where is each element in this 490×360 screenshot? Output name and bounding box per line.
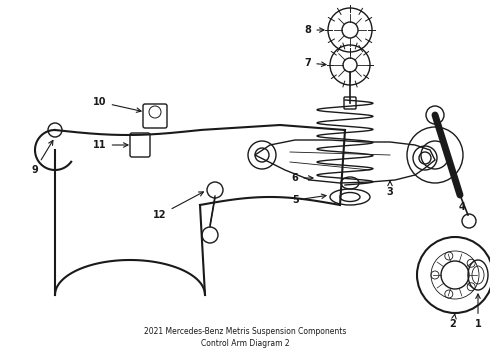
Text: 1: 1 bbox=[475, 294, 481, 329]
Text: 12: 12 bbox=[153, 192, 203, 220]
Text: 2021 Mercedes-Benz Metris Suspension Components
Control Arm Diagram 2: 2021 Mercedes-Benz Metris Suspension Com… bbox=[144, 327, 346, 348]
Text: 7: 7 bbox=[305, 58, 326, 68]
Text: 2: 2 bbox=[450, 314, 456, 329]
Text: 4: 4 bbox=[459, 202, 466, 212]
Text: 3: 3 bbox=[387, 181, 393, 197]
Text: 6: 6 bbox=[292, 173, 313, 183]
Text: 10: 10 bbox=[93, 97, 141, 112]
Text: 5: 5 bbox=[293, 194, 326, 205]
Text: 11: 11 bbox=[93, 140, 128, 150]
Text: 9: 9 bbox=[32, 140, 53, 175]
Text: 8: 8 bbox=[305, 25, 324, 35]
